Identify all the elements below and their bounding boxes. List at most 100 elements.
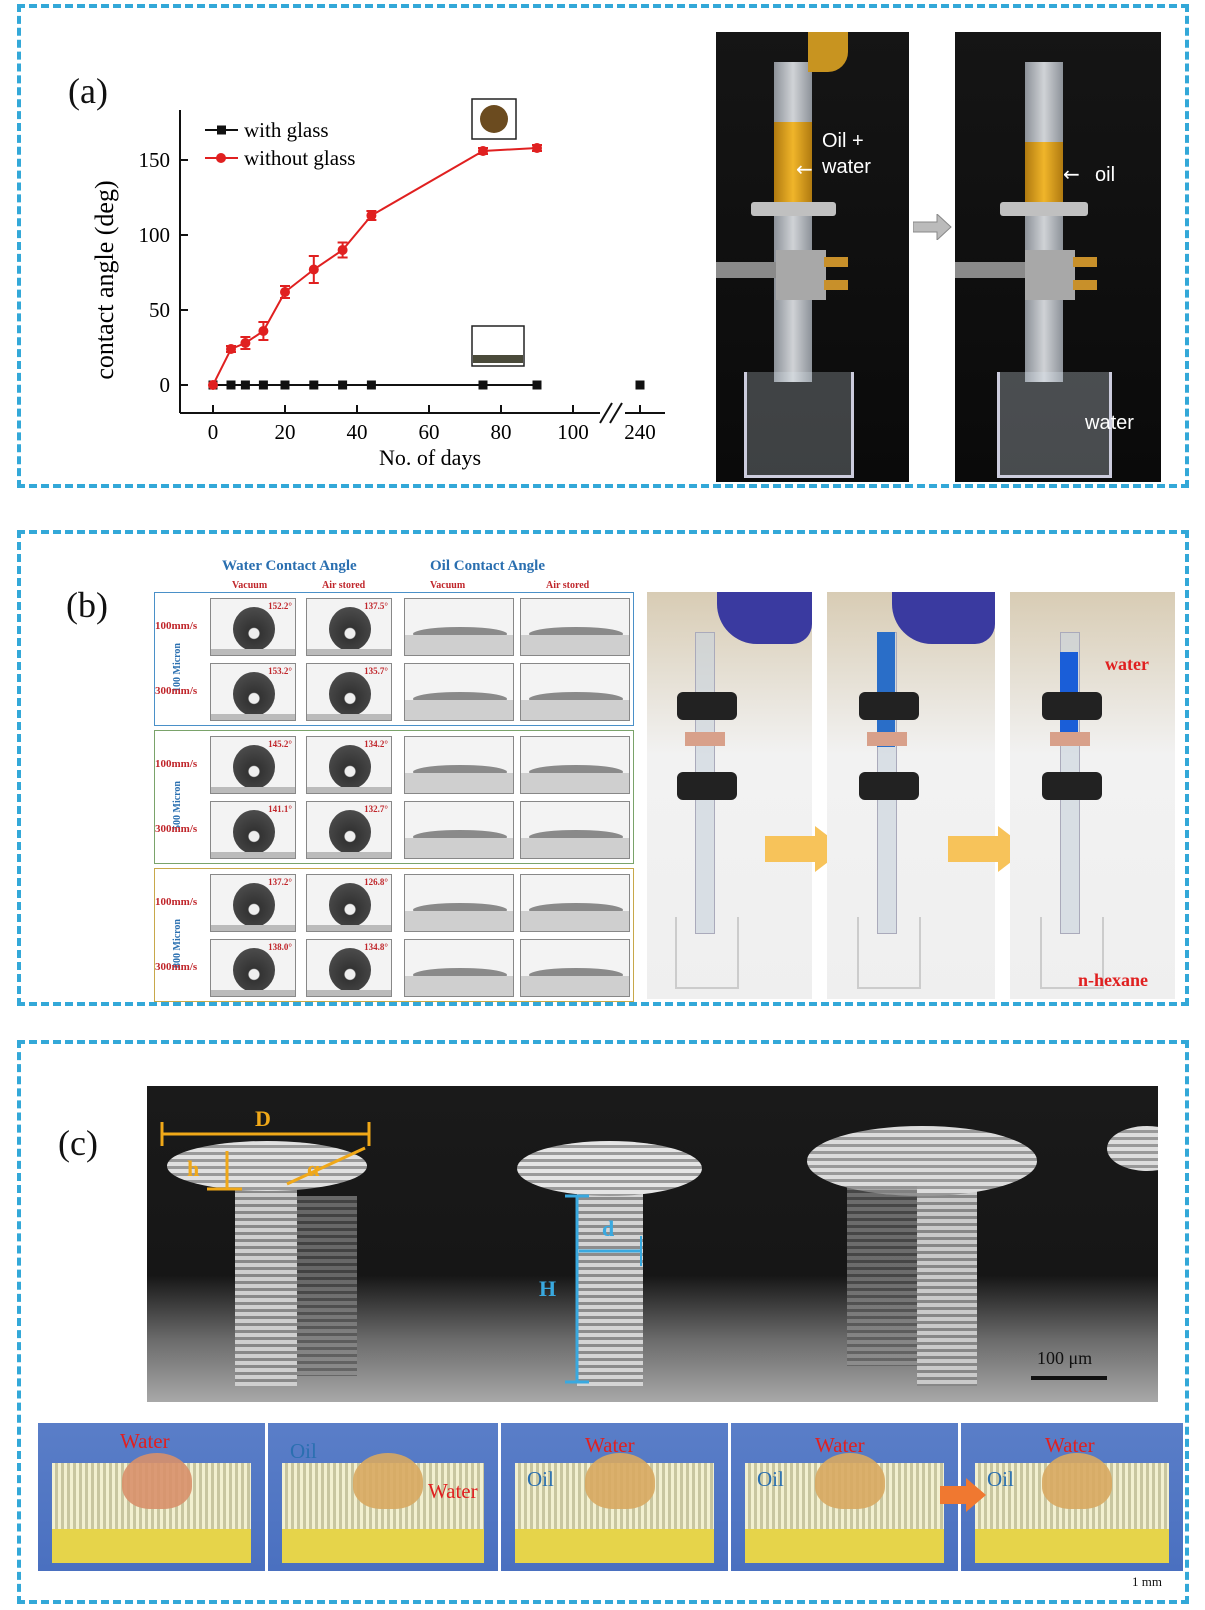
water-droplet-image: 134.8° <box>306 939 392 997</box>
substrate <box>307 990 391 996</box>
oil-droplet-image <box>404 736 514 794</box>
water-droplet-image: 145.2° <box>210 736 296 794</box>
substrate-block <box>515 1463 714 1563</box>
substrate-block <box>282 1463 484 1563</box>
y-tick-label: 0 <box>160 373 171 397</box>
substrate <box>211 852 295 858</box>
substrate <box>211 925 295 931</box>
oil-droplet-image <box>404 874 514 932</box>
substrate <box>521 635 629 655</box>
oil-droplet-image <box>520 874 630 932</box>
substrate <box>405 773 513 793</box>
separation-photo-before: Oil + water ← <box>716 32 909 482</box>
oil-droplet-image <box>404 939 514 997</box>
label-oil-water-1: Oil + <box>822 130 864 152</box>
substrate <box>307 714 391 720</box>
x-tick-label: 20 <box>275 420 296 444</box>
separation-photo-after: oil ← water <box>955 32 1161 482</box>
substrate <box>405 838 513 858</box>
sub-air-stored: Air stored <box>322 580 366 591</box>
arrow-right-icon <box>940 1478 986 1512</box>
data-point <box>258 326 269 336</box>
legend-label: without glass <box>244 146 355 170</box>
droplet-frame: Water <box>38 1423 265 1571</box>
y-tick-label: 50 <box>149 298 170 322</box>
oil-droplet-image <box>404 663 514 721</box>
data-point <box>532 143 542 153</box>
droplet <box>233 607 275 651</box>
label-oil: oil <box>1095 164 1116 186</box>
water-droplet-image: 135.7° <box>306 663 392 721</box>
droplet-inset-drop <box>480 105 508 133</box>
x-tick-label: 0 <box>208 420 219 444</box>
label-n-hexane: n-hexane <box>1078 970 1149 990</box>
data-point <box>366 380 376 390</box>
x-tick-label: 80 <box>491 420 512 444</box>
angle-value: 126.8° <box>364 877 388 887</box>
data-point <box>226 380 236 390</box>
substrate <box>521 773 629 793</box>
x-axis-label: No. of days <box>379 445 481 470</box>
droplet <box>329 607 371 651</box>
pillar <box>917 1191 977 1386</box>
beaker <box>857 917 921 989</box>
angle-value: 141.1° <box>268 804 292 814</box>
beaker <box>675 917 739 989</box>
pillar-cap <box>167 1141 367 1191</box>
strip-label-oil: Oil <box>290 1439 317 1463</box>
droplet-frame: Water Oil <box>731 1423 958 1571</box>
oil-droplet-image <box>520 939 630 997</box>
arrow-right-icon <box>913 214 952 240</box>
y-tick-label: 100 <box>139 223 171 247</box>
water-droplet-image: 126.8° <box>306 874 392 932</box>
panel-b-label: (b) <box>66 585 108 625</box>
x-tick-label: 60 <box>419 420 440 444</box>
water-droplet <box>353 1453 423 1509</box>
data-point <box>280 380 290 390</box>
substrate <box>521 700 629 720</box>
water-droplet-image: 134.2° <box>306 736 392 794</box>
strip-label-water: Water <box>120 1429 170 1453</box>
substrate <box>405 700 513 720</box>
x-tick-label: 40 <box>347 420 368 444</box>
x-tick-label: 240 <box>624 420 656 444</box>
flange <box>751 202 836 216</box>
clamp-jaw <box>1073 280 1097 290</box>
hexane-photo-3: water n-hexane <box>1010 592 1175 999</box>
data-point <box>478 380 488 390</box>
water-droplet <box>584 1453 655 1509</box>
substrate <box>211 714 295 720</box>
label-oil-water-2: water <box>822 156 871 178</box>
data-point <box>240 338 251 348</box>
data-point <box>240 380 250 390</box>
pillar <box>235 1186 297 1386</box>
contact-angle-chart: 0 50 100 150 0 20 40 60 80 100 240 No. of days conta… <box>90 98 665 470</box>
beaker <box>997 372 1112 478</box>
clamp-jaw <box>824 280 848 290</box>
angle-value: 137.5° <box>364 601 388 611</box>
droplet <box>329 948 371 992</box>
angle-value: 153.2° <box>268 666 292 676</box>
glove <box>717 592 812 644</box>
data-point <box>309 380 319 390</box>
series-line <box>212 147 538 386</box>
panel-c-label: (c) <box>58 1123 98 1163</box>
pillar-shadow <box>847 1186 917 1366</box>
strip-label-water: Water <box>428 1479 478 1503</box>
strip-label-water: Water <box>585 1433 635 1457</box>
droplet <box>233 810 275 854</box>
axis-break-mark <box>599 402 613 424</box>
pillar-cap <box>517 1141 702 1196</box>
droplet <box>233 745 275 789</box>
pour-stream <box>808 32 848 72</box>
oil-droplet-image <box>520 598 630 656</box>
water-droplet-image: 132.7° <box>306 801 392 859</box>
data-point <box>366 210 377 221</box>
panel-a <box>17 4 1189 488</box>
angle-value: 134.2° <box>364 739 388 749</box>
data-point <box>635 380 645 390</box>
clamp <box>1042 692 1102 720</box>
substrate <box>211 787 295 793</box>
data-point <box>280 287 290 297</box>
data-point <box>337 245 348 255</box>
